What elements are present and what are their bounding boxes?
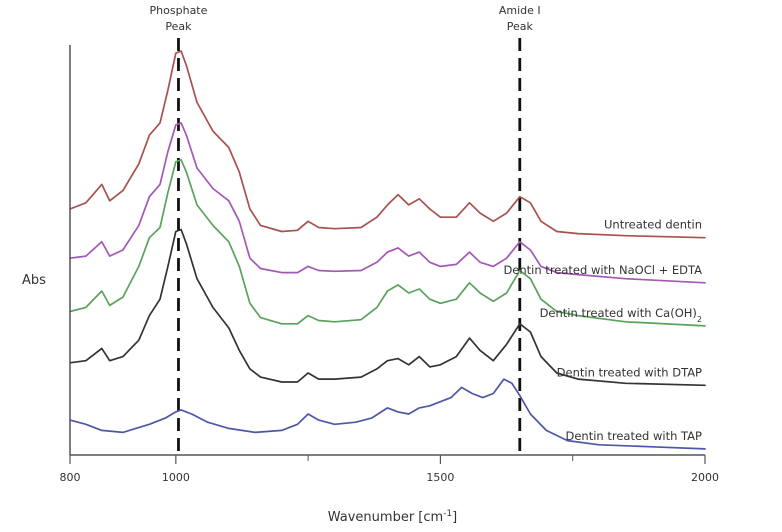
series-line bbox=[69, 122, 706, 284]
x-ticks: 800 1000 1500 2000 bbox=[60, 455, 719, 484]
series-lines bbox=[69, 50, 706, 450]
x-tick-label: 800 bbox=[60, 471, 81, 484]
x-axis-title-superscript: -1 bbox=[443, 509, 452, 519]
y-axis-title: Abs bbox=[22, 273, 46, 288]
series-label-subscript: 2 bbox=[697, 314, 702, 323]
x-tick-label: 1500 bbox=[426, 471, 454, 484]
reference-lines bbox=[177, 38, 522, 455]
series-line bbox=[69, 228, 706, 387]
series-line bbox=[69, 378, 706, 450]
peak-label-line1: Amide I bbox=[499, 4, 541, 17]
series-line bbox=[69, 158, 706, 327]
series-label: Dentin treated with TAP bbox=[565, 429, 702, 443]
x-axis-title: Wavenumber [cm-1] bbox=[328, 509, 458, 525]
x-tick-label: 1000 bbox=[162, 471, 190, 484]
labels: Phosphate Peak Amide I Peak Untreated dentin… bbox=[22, 4, 702, 525]
x-tick-label: 2000 bbox=[691, 471, 719, 484]
series-label: Dentin treated with Ca(OH)2 bbox=[540, 306, 702, 324]
peak-label-line2: Peak bbox=[165, 20, 192, 33]
series-line bbox=[69, 50, 706, 239]
peak-label-line1: Phosphate bbox=[150, 4, 208, 17]
peak-label-line2: Peak bbox=[507, 20, 534, 33]
series-label: Dentin treated with NaOCl + EDTA bbox=[503, 263, 702, 277]
x-axis-title-end: ] bbox=[452, 510, 457, 525]
axes bbox=[69, 45, 705, 456]
series-label: Dentin treated with DTAP bbox=[557, 365, 702, 379]
series-label: Untreated dentin bbox=[604, 218, 702, 232]
